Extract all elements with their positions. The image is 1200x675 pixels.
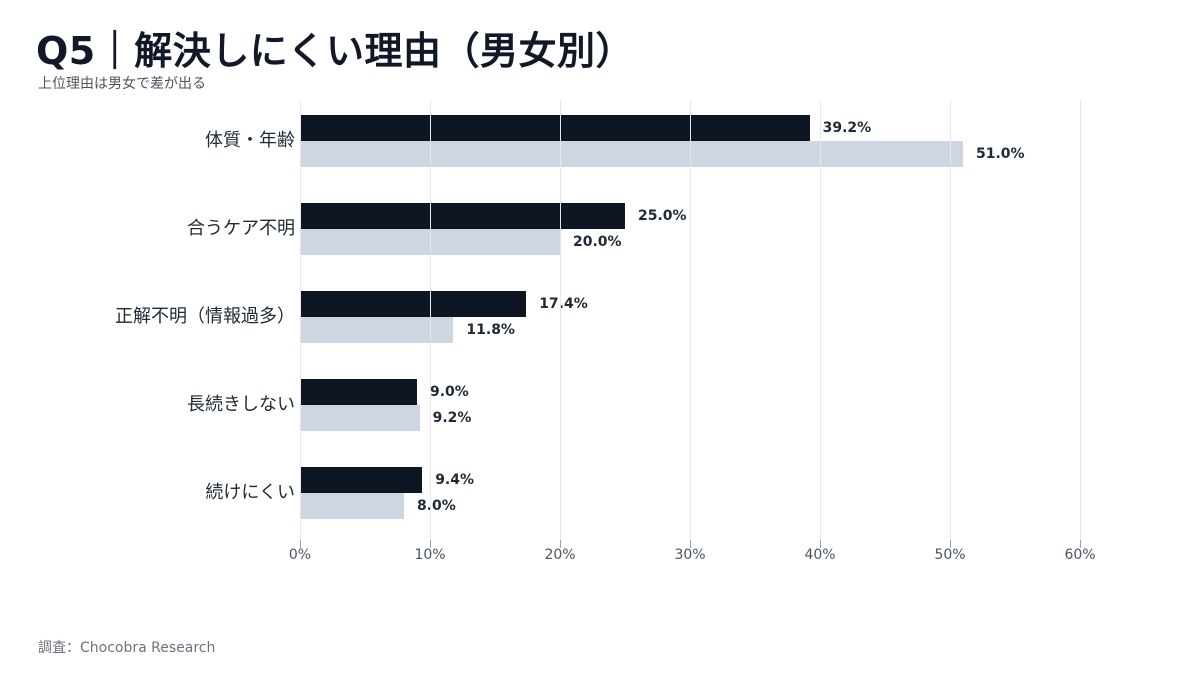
value-label: 17.4% [539,296,588,312]
x-tick [300,540,301,548]
bar-male [300,115,810,141]
value-label: 8.0% [417,498,456,514]
value-label: 20.0% [573,234,622,250]
x-tick [430,540,431,548]
x-tick [820,540,821,548]
gridline [820,100,821,540]
x-tick-label: 40% [804,547,836,563]
category-label: 合うケア不明 [187,218,295,239]
x-tick-label: 20% [544,547,576,563]
x-tick-label: 30% [674,547,706,563]
bar-male [300,291,527,317]
chart-title: Q5｜解決しにくい理由（男女別） [36,29,634,73]
x-tick [1080,540,1081,548]
value-label: 51.0% [976,146,1025,162]
category-label: 正解不明（情報過多） [115,306,295,327]
gridline [430,100,431,540]
chart-subtitle: 上位理由は男女で差が出る [38,76,206,92]
value-label: 9.2% [432,410,472,426]
source-note: 調査：Chocobra Research [38,640,216,656]
value-label: 9.0% [430,384,469,400]
x-tick-label: 60% [1064,547,1096,563]
gridline [300,100,301,540]
value-label: 39.2% [822,120,872,136]
bar-female [300,317,454,343]
value-label: 9.4% [435,472,475,488]
x-tick-label: 0% [288,547,312,563]
plot-area: 39.2% 51.0% 25.0% 20.0% 17.4% 11.8% 9.0% 9.2% 9.… [289,100,1096,563]
category-label: 長続きしない [187,394,295,415]
value-label: 25.0% [638,208,687,224]
value-label: 11.8% [466,322,515,338]
bar-male [300,203,625,229]
x-tick-label: 10% [414,547,446,563]
x-tick [950,540,951,548]
gridline [1080,100,1081,540]
bar-female [300,405,420,431]
bar-female [300,493,404,519]
gridline [690,100,691,540]
x-tick-label: 50% [934,547,966,563]
bar-male [300,379,417,405]
gridline [560,100,561,540]
x-tick [560,540,561,548]
x-tick [690,540,691,548]
bar-male [300,467,423,493]
gridline [950,100,951,540]
category-label: 続けにくい [205,482,295,503]
category-label: 体質・年齢 [205,130,295,151]
bar-female [300,141,963,167]
